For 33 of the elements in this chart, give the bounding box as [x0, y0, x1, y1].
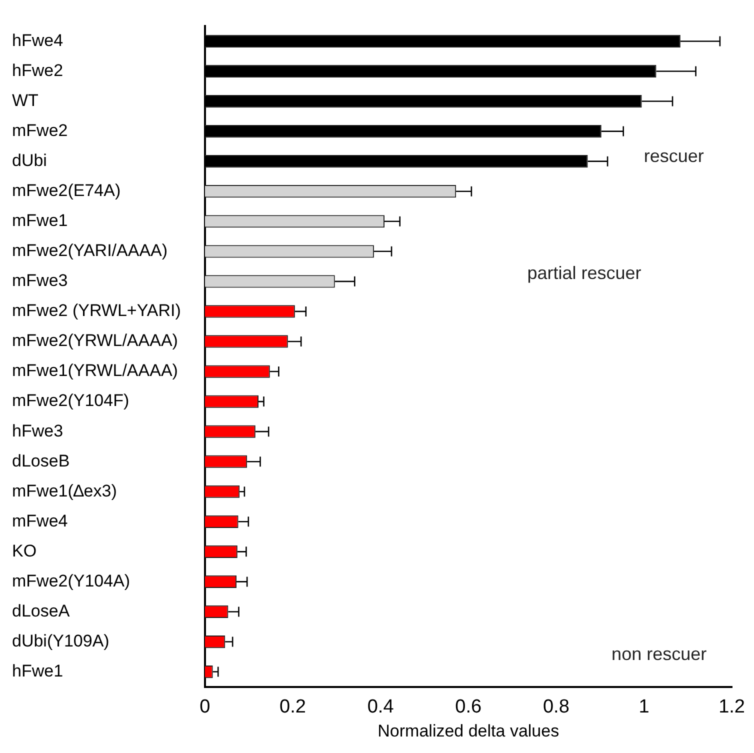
y-tick-label: mFwe1 [12, 211, 68, 230]
y-tick-label: mFwe1(YRWL/AAAA) [12, 361, 178, 380]
y-tick-label: mFwe2 [12, 120, 68, 140]
x-axis-title: Normalized delta values [378, 721, 560, 740]
y-tick-label: hFwe4 [12, 30, 64, 50]
y-tick-label: mFwe2 (YRWL+YARI) [12, 301, 181, 320]
y-tick-label: mFwe2(Y104F) [12, 391, 130, 410]
y-tick-label: hFwe3 [12, 421, 64, 440]
y-tick-label: dUbi [12, 151, 47, 170]
y-tick-label: dLoseA [12, 601, 70, 620]
x-tick-label: 0.4 [367, 696, 394, 718]
x-tick-label: 1.2 [718, 696, 746, 718]
annotation: partial rescuer [527, 262, 642, 283]
y-tick-label: KO [12, 541, 37, 560]
y-tick-label: mFwe2(Y104A) [12, 571, 130, 590]
annotation: rescuer [644, 146, 704, 166]
y-tick-label: mFwe2(YRWL/AAAA) [12, 331, 178, 350]
x-tick-label: 0.2 [280, 696, 306, 718]
y-tick-label: dLoseB [12, 451, 70, 470]
x-tick-label: 0.8 [542, 696, 570, 718]
y-tick-label: mFwe3 [12, 271, 68, 290]
y-tick-label: mFwe2(YARI/AAAA) [12, 241, 168, 260]
y-tick-label: hFwe2 [12, 60, 64, 80]
y-tick-label: mFwe2(E74A) [12, 181, 121, 200]
x-tick-label: 1 [638, 696, 650, 718]
y-tick-label: dUbi(Y109A) [12, 631, 110, 650]
y-tick-label: hFwe1 [12, 661, 64, 680]
y-tick-label: mFwe4 [12, 511, 68, 530]
x-tick-label: 0.6 [455, 696, 482, 718]
y-tick-label: mFwe1(∆ex3) [12, 481, 117, 500]
annotation: non rescuer [612, 644, 707, 664]
y-tick-label: WT [12, 90, 38, 110]
x-tick-label: 0 [200, 696, 210, 718]
